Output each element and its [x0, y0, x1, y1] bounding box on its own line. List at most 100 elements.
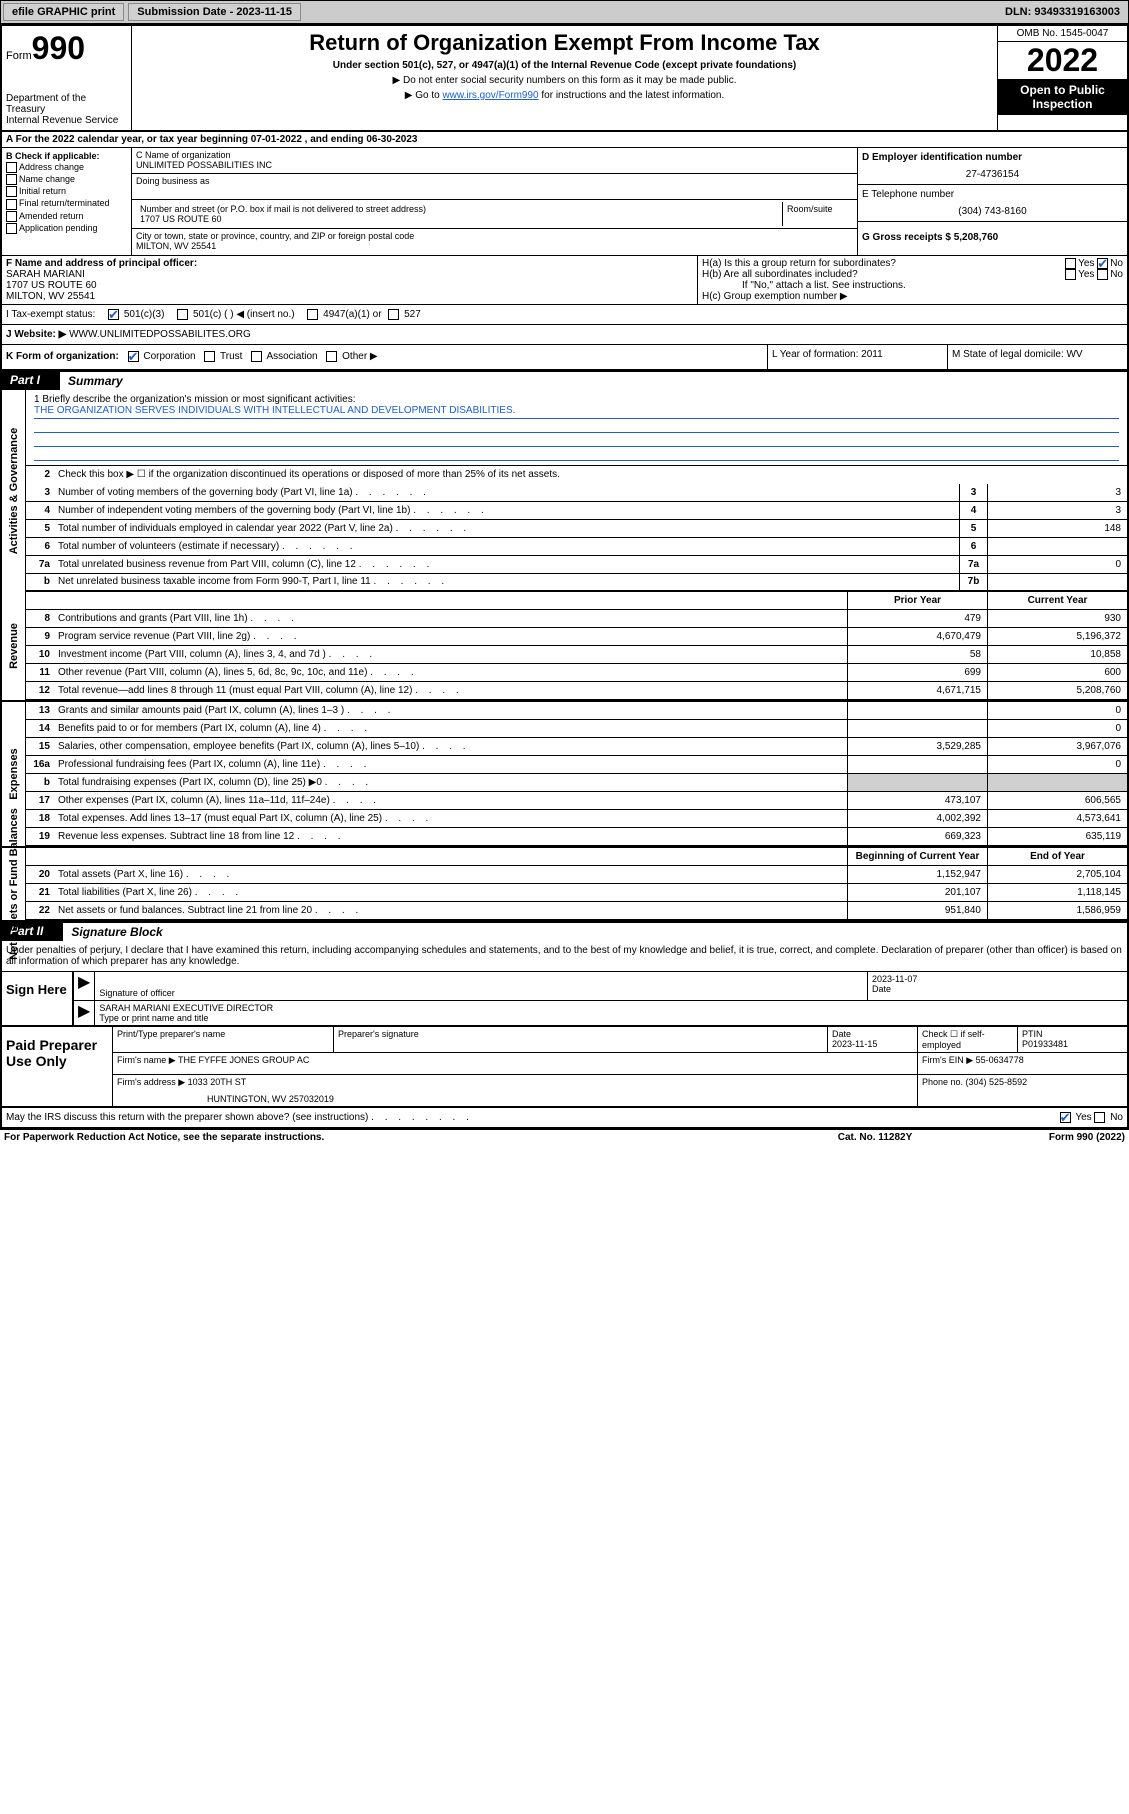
- section-netassets: Net Assets or Fund Balances Beginning of…: [2, 848, 1127, 922]
- checkbox-other[interactable]: [326, 351, 337, 362]
- checkbox-trust[interactable]: [204, 351, 215, 362]
- open-public-box: Open to Public Inspection: [998, 79, 1127, 115]
- checkbox-amended[interactable]: [6, 211, 17, 222]
- summary-line-3: 3Number of voting members of the governi…: [26, 484, 1127, 502]
- phone-label: E Telephone number: [862, 189, 1123, 200]
- street-label: Number and street (or P.O. box if mail i…: [140, 204, 778, 214]
- header-left: Form990 Department of the Treasury Inter…: [2, 26, 132, 130]
- signature-intro: Under penalties of perjury, I declare th…: [2, 941, 1127, 972]
- city-label: City or town, state or province, country…: [136, 231, 853, 241]
- section-expenses: Expenses 13Grants and similar amounts pa…: [2, 702, 1127, 848]
- submission-date-button[interactable]: Submission Date - 2023-11-15: [128, 3, 301, 21]
- street-value: 1707 US ROUTE 60: [140, 214, 778, 224]
- summary-line-b: bNet unrelated business taxable income f…: [26, 574, 1127, 592]
- row-fgh: F Name and address of principal officer:…: [2, 256, 1127, 305]
- ein-label: D Employer identification number: [862, 152, 1022, 163]
- summary-line-22: 22Net assets or fund balances. Subtract …: [26, 902, 1127, 920]
- summary-line-12: 12Total revenue—add lines 8 through 11 (…: [26, 682, 1127, 700]
- checkbox-hb-no[interactable]: [1097, 269, 1108, 280]
- checkbox-initial-return[interactable]: [6, 186, 17, 197]
- section-governance: Activities & Governance 1 Briefly descri…: [2, 390, 1127, 592]
- checkbox-527[interactable]: [388, 309, 399, 320]
- tax-year: 2022: [998, 42, 1127, 79]
- checkbox-hb-yes[interactable]: [1065, 269, 1076, 280]
- summary-line-21: 21Total liabilities (Part X, line 26) . …: [26, 884, 1127, 902]
- signature-block: Sign Here ▶ Signature of officer 2023-11…: [2, 972, 1127, 1027]
- room-label: Room/suite: [783, 202, 853, 226]
- irs-label: Internal Revenue Service: [6, 115, 127, 126]
- summary-line-5: 5Total number of individuals employed in…: [26, 520, 1127, 538]
- checkbox-discuss-no[interactable]: [1094, 1112, 1105, 1123]
- checkbox-app-pending[interactable]: [6, 223, 17, 234]
- year-formation: L Year of formation: 2011: [767, 345, 947, 368]
- summary-line-15: 15Salaries, other compensation, employee…: [26, 738, 1127, 756]
- summary-line-18: 18Total expenses. Add lines 13–17 (must …: [26, 810, 1127, 828]
- checkbox-corp[interactable]: [128, 351, 139, 362]
- summary-line-8: 8Contributions and grants (Part VIII, li…: [26, 610, 1127, 628]
- city-value: MILTON, WV 25541: [136, 241, 853, 251]
- row-a-taxyear: A For the 2022 calendar year, or tax yea…: [2, 132, 1127, 148]
- part2-header: Part II Signature Block: [2, 922, 1127, 941]
- omb-number: OMB No. 1545-0047: [998, 26, 1127, 42]
- form-header: Form990 Department of the Treasury Inter…: [2, 26, 1127, 132]
- phone-value: (304) 743-8160: [862, 206, 1123, 217]
- mission-text: THE ORGANIZATION SERVES INDIVIDUALS WITH…: [34, 405, 1119, 419]
- preparer-block: Paid Preparer Use Only Print/Type prepar…: [2, 1027, 1127, 1108]
- checkbox-501c3[interactable]: [108, 309, 119, 320]
- row-k: K Form of organization: Corporation Trus…: [2, 345, 1127, 370]
- checkbox-ha-yes[interactable]: [1065, 258, 1076, 269]
- part1-header: Part I Summary: [2, 371, 1127, 390]
- summary-line-16a: 16aProfessional fundraising fees (Part I…: [26, 756, 1127, 774]
- summary-line-9: 9Program service revenue (Part VIII, lin…: [26, 628, 1127, 646]
- col-h-group: H(a) Is this a group return for subordin…: [697, 256, 1127, 304]
- summary-line-20: 20Total assets (Part X, line 16) . . . .…: [26, 866, 1127, 884]
- summary-line-14: 14Benefits paid to or for members (Part …: [26, 720, 1127, 738]
- checkbox-final-return[interactable]: [6, 199, 17, 210]
- checkbox-address-change[interactable]: [6, 162, 17, 173]
- org-name: UNLIMITED POSSABILITIES INC: [136, 160, 853, 170]
- footer-row: For Paperwork Reduction Act Notice, see …: [0, 1130, 1129, 1145]
- org-name-label: C Name of organization: [136, 150, 853, 160]
- dept-label: Department of the Treasury: [6, 93, 127, 115]
- checkbox-4947[interactable]: [307, 309, 318, 320]
- summary-line-17: 17Other expenses (Part IX, column (A), l…: [26, 792, 1127, 810]
- state-domicile: M State of legal domicile: WV: [947, 345, 1127, 368]
- efile-button[interactable]: efile GRAPHIC print: [3, 3, 124, 21]
- discuss-row: May the IRS discuss this return with the…: [2, 1108, 1127, 1128]
- form-990-container: Form990 Department of the Treasury Inter…: [0, 24, 1129, 1130]
- form-note1: ▶ Do not enter social security numbers o…: [142, 75, 987, 86]
- dba-label: Doing business as: [136, 176, 853, 186]
- summary-line-10: 10Investment income (Part VIII, column (…: [26, 646, 1127, 664]
- col-b-checkboxes: B Check if applicable: Address change Na…: [2, 148, 132, 255]
- ein-value: 27-4736154: [862, 169, 1123, 180]
- checkbox-501c[interactable]: [177, 309, 188, 320]
- top-toolbar: efile GRAPHIC print Submission Date - 20…: [0, 0, 1129, 24]
- form-note2: ▶ Go to www.irs.gov/Form990 for instruct…: [142, 90, 987, 101]
- section-revenue: Revenue Prior YearCurrent Year 8Contribu…: [2, 592, 1127, 702]
- summary-line-4: 4Number of independent voting members of…: [26, 502, 1127, 520]
- checkbox-name-change[interactable]: [6, 174, 17, 185]
- checkbox-ha-no[interactable]: [1097, 258, 1108, 269]
- mission-label: 1 Briefly describe the organization's mi…: [34, 394, 1119, 405]
- form-title: Return of Organization Exempt From Incom…: [142, 30, 987, 56]
- col-de: D Employer identification number 27-4736…: [857, 148, 1127, 255]
- header-middle: Return of Organization Exempt From Incom…: [132, 26, 997, 130]
- checkbox-assoc[interactable]: [251, 351, 262, 362]
- checkbox-discuss-yes[interactable]: [1060, 1112, 1071, 1123]
- row-j: J Website: ▶ WWW.UNLIMITEDPOSSABILITES.O…: [2, 325, 1127, 345]
- dln-label: DLN: 93493319163003: [1005, 6, 1126, 18]
- form-number: 990: [32, 30, 85, 66]
- col-f-officer: F Name and address of principal officer:…: [2, 256, 697, 304]
- form-subtitle: Under section 501(c), 527, or 4947(a)(1)…: [142, 60, 987, 71]
- header-right: OMB No. 1545-0047 2022 Open to Public In…: [997, 26, 1127, 130]
- summary-line-6: 6Total number of volunteers (estimate if…: [26, 538, 1127, 556]
- summary-line-b: bTotal fundraising expenses (Part IX, co…: [26, 774, 1127, 792]
- summary-line-19: 19Revenue less expenses. Subtract line 1…: [26, 828, 1127, 846]
- summary-line-7a: 7aTotal unrelated business revenue from …: [26, 556, 1127, 574]
- summary-line-13: 13Grants and similar amounts paid (Part …: [26, 702, 1127, 720]
- irs-link[interactable]: www.irs.gov/Form990: [442, 90, 538, 101]
- row-bcde: B Check if applicable: Address change Na…: [2, 148, 1127, 256]
- summary-line-11: 11Other revenue (Part VIII, column (A), …: [26, 664, 1127, 682]
- col-c-orginfo: C Name of organization UNLIMITED POSSABI…: [132, 148, 857, 255]
- website-value: WWW.UNLIMITEDPOSSABILITES.ORG: [69, 329, 251, 340]
